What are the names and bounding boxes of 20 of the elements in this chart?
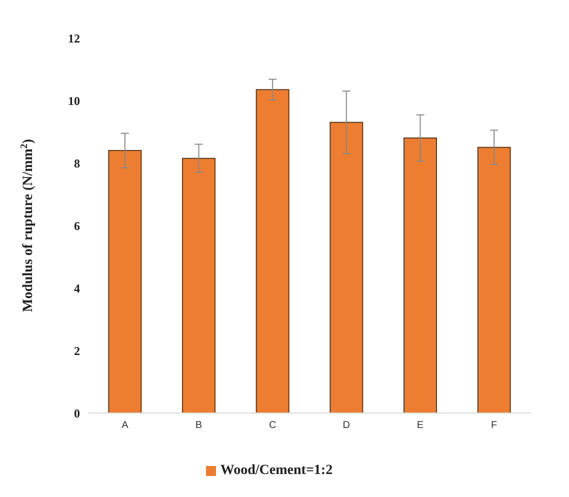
x-tick-label: B	[195, 420, 202, 432]
bar	[256, 89, 290, 413]
y-tick-label: 6	[74, 218, 80, 233]
x-tick-label: F	[491, 420, 498, 432]
x-tick-label: A	[122, 420, 129, 432]
bar	[330, 122, 364, 413]
y-tick-label: 4	[74, 281, 80, 296]
x-tick-label: D	[342, 420, 350, 432]
y-tick-label: 2	[74, 344, 80, 358]
bar	[182, 158, 216, 413]
x-tick-label: C	[268, 420, 276, 432]
bar	[108, 150, 142, 413]
y-tick-label: 0	[74, 406, 80, 420]
bar	[404, 138, 437, 413]
y-tick-label: 12	[68, 31, 80, 46]
x-tick-label: E	[416, 420, 424, 432]
y-tick-label: 8	[74, 156, 80, 170]
legend-label: Wood/Cement=1:2	[220, 463, 333, 478]
bar	[477, 146, 511, 413]
y-tick-label: 10	[68, 94, 80, 108]
